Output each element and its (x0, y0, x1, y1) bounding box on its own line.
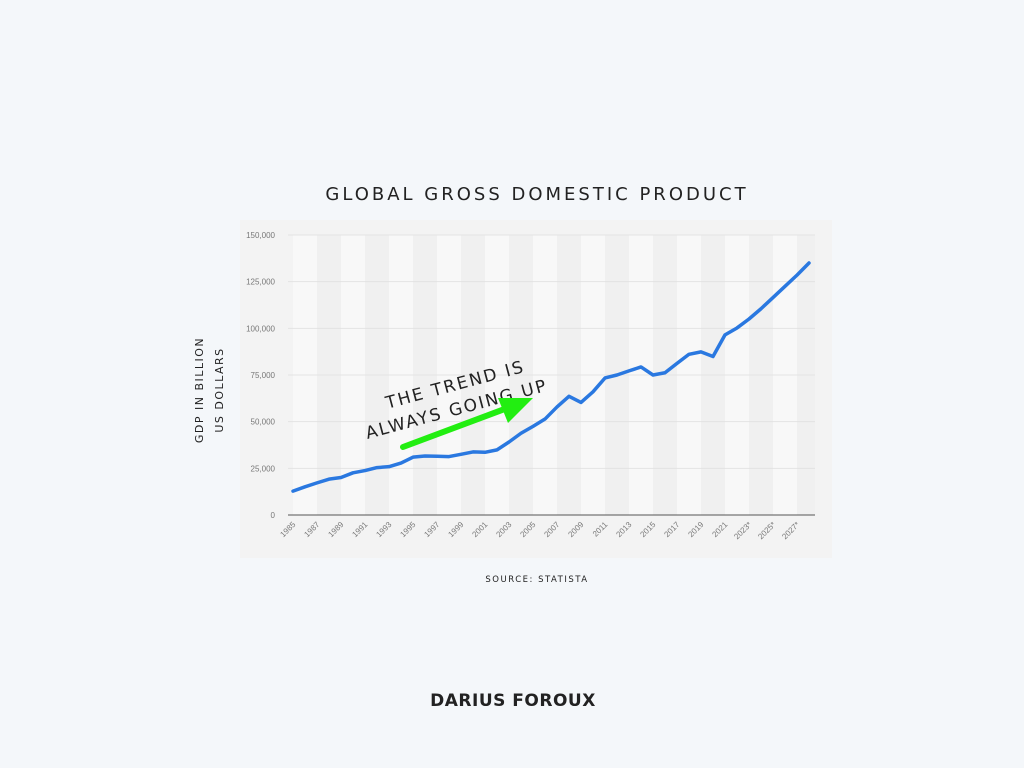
source-note: SOURCE: STATISTA (485, 575, 588, 585)
arrow-head (498, 398, 533, 423)
y-axis-label-line-2: US DOLLARS (213, 347, 226, 432)
y-axis-label-line-1: GDP IN BILLION (193, 337, 206, 443)
arrow-shaft (400, 401, 521, 450)
y-tick-label: 150,000 (246, 231, 275, 240)
series-line-gdp (291, 261, 811, 493)
y-tick-label: 75,000 (251, 371, 276, 380)
y-tick-label: 50,000 (251, 418, 276, 427)
annotation-arrow (400, 398, 533, 450)
y-tick-label: 100,000 (246, 324, 275, 333)
author-logo: DARIUS FOROUX (430, 691, 596, 711)
y-tick-label: 125,000 (246, 278, 275, 287)
chart-title: GLOBAL GROSS DOMESTIC PRODUCT (325, 184, 748, 205)
y-axis-label: GDP IN BILLION US DOLLARS (193, 337, 226, 443)
y-tick-label: 0 (271, 511, 276, 520)
y-tick-label: 25,000 (251, 464, 276, 473)
